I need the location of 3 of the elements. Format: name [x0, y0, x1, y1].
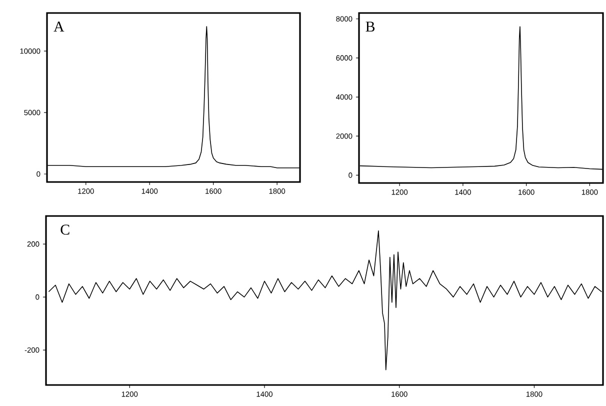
- chart-title: C: [60, 224, 70, 235]
- chart-title: B: [366, 22, 375, 32]
- chart-title: A: [54, 22, 64, 32]
